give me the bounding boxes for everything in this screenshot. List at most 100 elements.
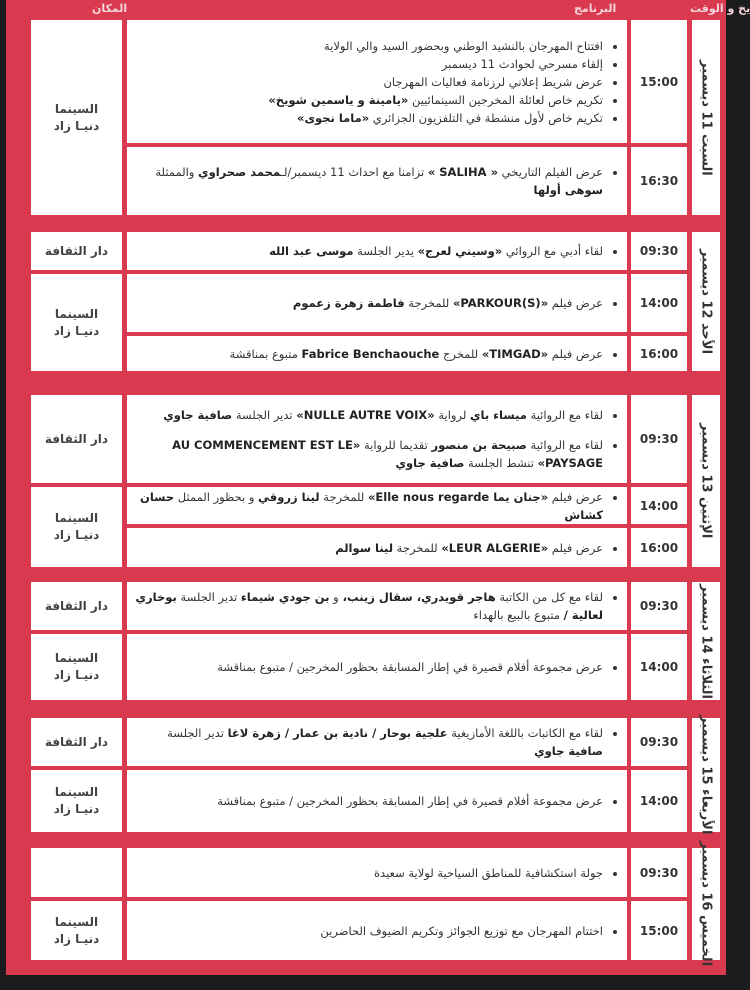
program-text: تقديما للرواية (360, 438, 432, 452)
program-list: اختتام المهرجان مع توزيع الجوائز وتكريم … (320, 922, 617, 940)
program-text: متبوع بالبيع بالهداء (473, 608, 564, 622)
slot-time: 09:30 (631, 395, 687, 483)
venue-cell: السينما دنيـا زاد (31, 634, 122, 700)
program-list: لقاء مع الكاتبات باللغة الأمازيغية علجية… (133, 724, 617, 760)
program-list: لقاء مع الروائية ميساء باي لرواية «NULLE… (133, 406, 617, 472)
slot-program: عرض الفيلم التاريخي « SALIHA » تزامنا مع… (127, 147, 627, 215)
program-text: عرض الفيلم التاريخي (498, 165, 603, 179)
day-label-text: الخميس 16 ديسمبر (698, 841, 714, 967)
program-item: عرض فيلم «LEUR ALGERIE» للمخرجة لينا سوا… (335, 539, 603, 557)
program-text: إلقاء مسرحي لحوادث 11 ديسمبر (441, 56, 603, 71)
header-date-time: التاريخ و الوقت (690, 2, 750, 15)
program-text: تكريم خاص لعائلة المخرجين السينمائيين (408, 92, 603, 107)
program-item: عرض فيلم «TIMGAD» للمخرج Fabrice Benchao… (230, 345, 603, 363)
program-list: عرض فيلم «LEUR ALGERIE» للمخرجة لينا سوا… (335, 539, 617, 557)
program-text: يدير الجلسة (353, 244, 418, 258)
program-text: لقاء مع كل من الكاتبة (495, 590, 603, 604)
program-list: عرض الفيلم التاريخي « SALIHA » تزامنا مع… (133, 163, 617, 199)
program-highlight: علجية بوحار / نادية بن عمار / زهرة لاغا (227, 726, 448, 740)
program-highlight: صافية جاوي (534, 744, 603, 758)
program-item: لقاء مع كل من الكاتبة هاجر قويدري، سقال … (133, 588, 603, 624)
program-highlight: « SALIHA » (427, 165, 499, 179)
program-highlight: صافية جاوي (163, 408, 233, 422)
slot-program: لقاء مع كل من الكاتبة هاجر قويدري، سقال … (127, 582, 627, 630)
program-item: لقاء مع الروائية ميساء باي لرواية «NULLE… (133, 406, 603, 424)
header-venue: المكان (92, 2, 128, 15)
program-text: تدير الجلسة (167, 726, 228, 740)
program-text: عرض فيلم (548, 346, 603, 361)
day-label: الخميس 16 ديسمبر (692, 841, 720, 967)
slot-program: عرض مجموعة أفلام قصيرة في إطار المسابقة … (127, 634, 627, 700)
program-text: للمخرجة (319, 489, 368, 504)
program-item: عرض مجموعة أفلام قصيرة في إطار المسابقة … (217, 658, 603, 676)
program-text: لقاء مع الكاتبات باللغة الأمازيغية (447, 726, 603, 740)
program-item: عرض فيلم «جنان يما Elle nous regarde» لل… (133, 488, 603, 524)
venue-cell: السينما دنيـا زاد (31, 770, 122, 832)
slot-program: عرض فيلم «PARKOUR(S)» للمخرجة فاطمة زهرة… (127, 274, 627, 332)
slot-program: لقاء مع الكاتبات باللغة الأمازيغية علجية… (127, 718, 627, 766)
program-text: و (329, 590, 339, 604)
program-item: تكريم خاص لأول منشطة في التلفزيون الجزائ… (268, 109, 603, 127)
slot-program: افتتاح المهرجان بالنشيد الوطني وبحضور ال… (127, 20, 627, 143)
program-item: لقاء مع الروائية صبيحة بن منصور تقديما ل… (133, 436, 603, 472)
program-highlight: «ماما نجوى» (297, 110, 370, 125)
program-item: اختتام المهرجان مع توزيع الجوائز وتكريم … (320, 922, 603, 940)
program-highlight: بن جودي شيماء (240, 590, 330, 604)
slot-time: 16:00 (631, 336, 687, 371)
program-list: افتتاح المهرجان بالنشيد الوطني وبحضور ال… (268, 37, 617, 127)
day-label-text: الإثنين 13 ديسمبر (698, 423, 714, 539)
program-text: عرض فيلم (548, 296, 603, 310)
program-highlight: «AU COMMENCEMENT EST LE PAYSAGE» (172, 438, 603, 470)
program-list: لقاء أدبي مع الروائي «وسيني لعرج» يدير ا… (269, 242, 617, 260)
program-highlight: موسى عبد الله (269, 244, 354, 258)
program-item: جولة استكشافية للمناطق السياحية لولاية س… (374, 864, 603, 882)
program-text: عرض مجموعة أفلام قصيرة في إطار المسابقة … (217, 794, 603, 808)
program-highlight: «جنان يما Elle nous regarde» (367, 489, 549, 504)
venue-cell: دار الثقافة (31, 395, 122, 483)
day-label-text: الأربعاء 15 ديسمبر (698, 715, 714, 835)
program-highlight: لينا زروقي (258, 489, 320, 504)
day-label: الثلاثاء 14 ديسمبر (692, 582, 720, 700)
program-text: لقاء مع الروائية (526, 438, 603, 452)
venue-cell (31, 848, 122, 897)
program-text: تزامنا مع احداث 11 ديسمبر/لـ (280, 165, 428, 179)
program-item: عرض مجموعة أفلام قصيرة في إطار المسابقة … (217, 792, 603, 810)
program-item: لقاء أدبي مع الروائي «وسيني لعرج» يدير ا… (269, 242, 603, 260)
program-text: تكريم خاص لأول منشطة في التلفزيون الجزائ… (369, 110, 603, 125)
program-highlight: لينا سوالم (335, 540, 394, 555)
program-highlight: Fabrice Benchaouche (301, 346, 440, 361)
program-list: عرض فيلم «PARKOUR(S)» للمخرجة فاطمة زهرة… (293, 294, 617, 312)
program-item: إلقاء مسرحي لحوادث 11 ديسمبر (268, 55, 603, 73)
venue-cell: دار الثقافة (31, 718, 122, 766)
program-item: عرض فيلم «PARKOUR(S)» للمخرجة فاطمة زهرة… (293, 294, 603, 312)
program-highlight: حسان كشاش (140, 489, 603, 522)
day-label-text: السبت 11 ديسمبر (698, 59, 714, 176)
day-label: الأحد 12 ديسمبر (692, 232, 720, 371)
program-text: تنشط الجلسة (464, 456, 538, 470)
slot-program: لقاء أدبي مع الروائي «وسيني لعرج» يدير ا… (127, 232, 627, 270)
day-label-text: الأحد 12 ديسمبر (698, 248, 714, 355)
program-highlight: «TIMGAD» (481, 346, 549, 361)
day-label: السبت 11 ديسمبر (692, 20, 720, 215)
program-highlight: «LEUR ALGERIE» (441, 540, 549, 555)
slot-program: عرض فيلم «جنان يما Elle nous regarde» لل… (127, 487, 627, 524)
day-label: الإثنين 13 ديسمبر (692, 395, 720, 567)
venue-cell: السينما دنيـا زاد (31, 274, 122, 371)
program-item: افتتاح المهرجان بالنشيد الوطني وبحضور ال… (268, 37, 603, 55)
slot-time: 14:00 (631, 770, 687, 832)
program-text: للمخرجة (393, 540, 442, 555)
slot-program: عرض فيلم «TIMGAD» للمخرج Fabrice Benchao… (127, 336, 627, 371)
program-text: اختتام المهرجان مع توزيع الجوائز وتكريم … (320, 923, 603, 938)
slot-time: 09:30 (631, 848, 687, 897)
program-text: والممثلة (155, 165, 199, 179)
venue-cell: دار الثقافة (31, 582, 122, 630)
program-text: للمخرج (439, 346, 482, 361)
slot-program: اختتام المهرجان مع توزيع الجوائز وتكريم … (127, 901, 627, 960)
venue-cell: دار الثقافة (31, 232, 122, 270)
program-item: عرض الفيلم التاريخي « SALIHA » تزامنا مع… (133, 163, 603, 199)
program-text: عرض فيلم (548, 540, 603, 555)
slot-time: 09:30 (631, 232, 687, 270)
program-highlight: بوخاري لعالية / (135, 590, 603, 622)
program-text: لقاء مع الروائية (526, 408, 603, 422)
program-text: و بحظور الممثل (174, 489, 259, 504)
